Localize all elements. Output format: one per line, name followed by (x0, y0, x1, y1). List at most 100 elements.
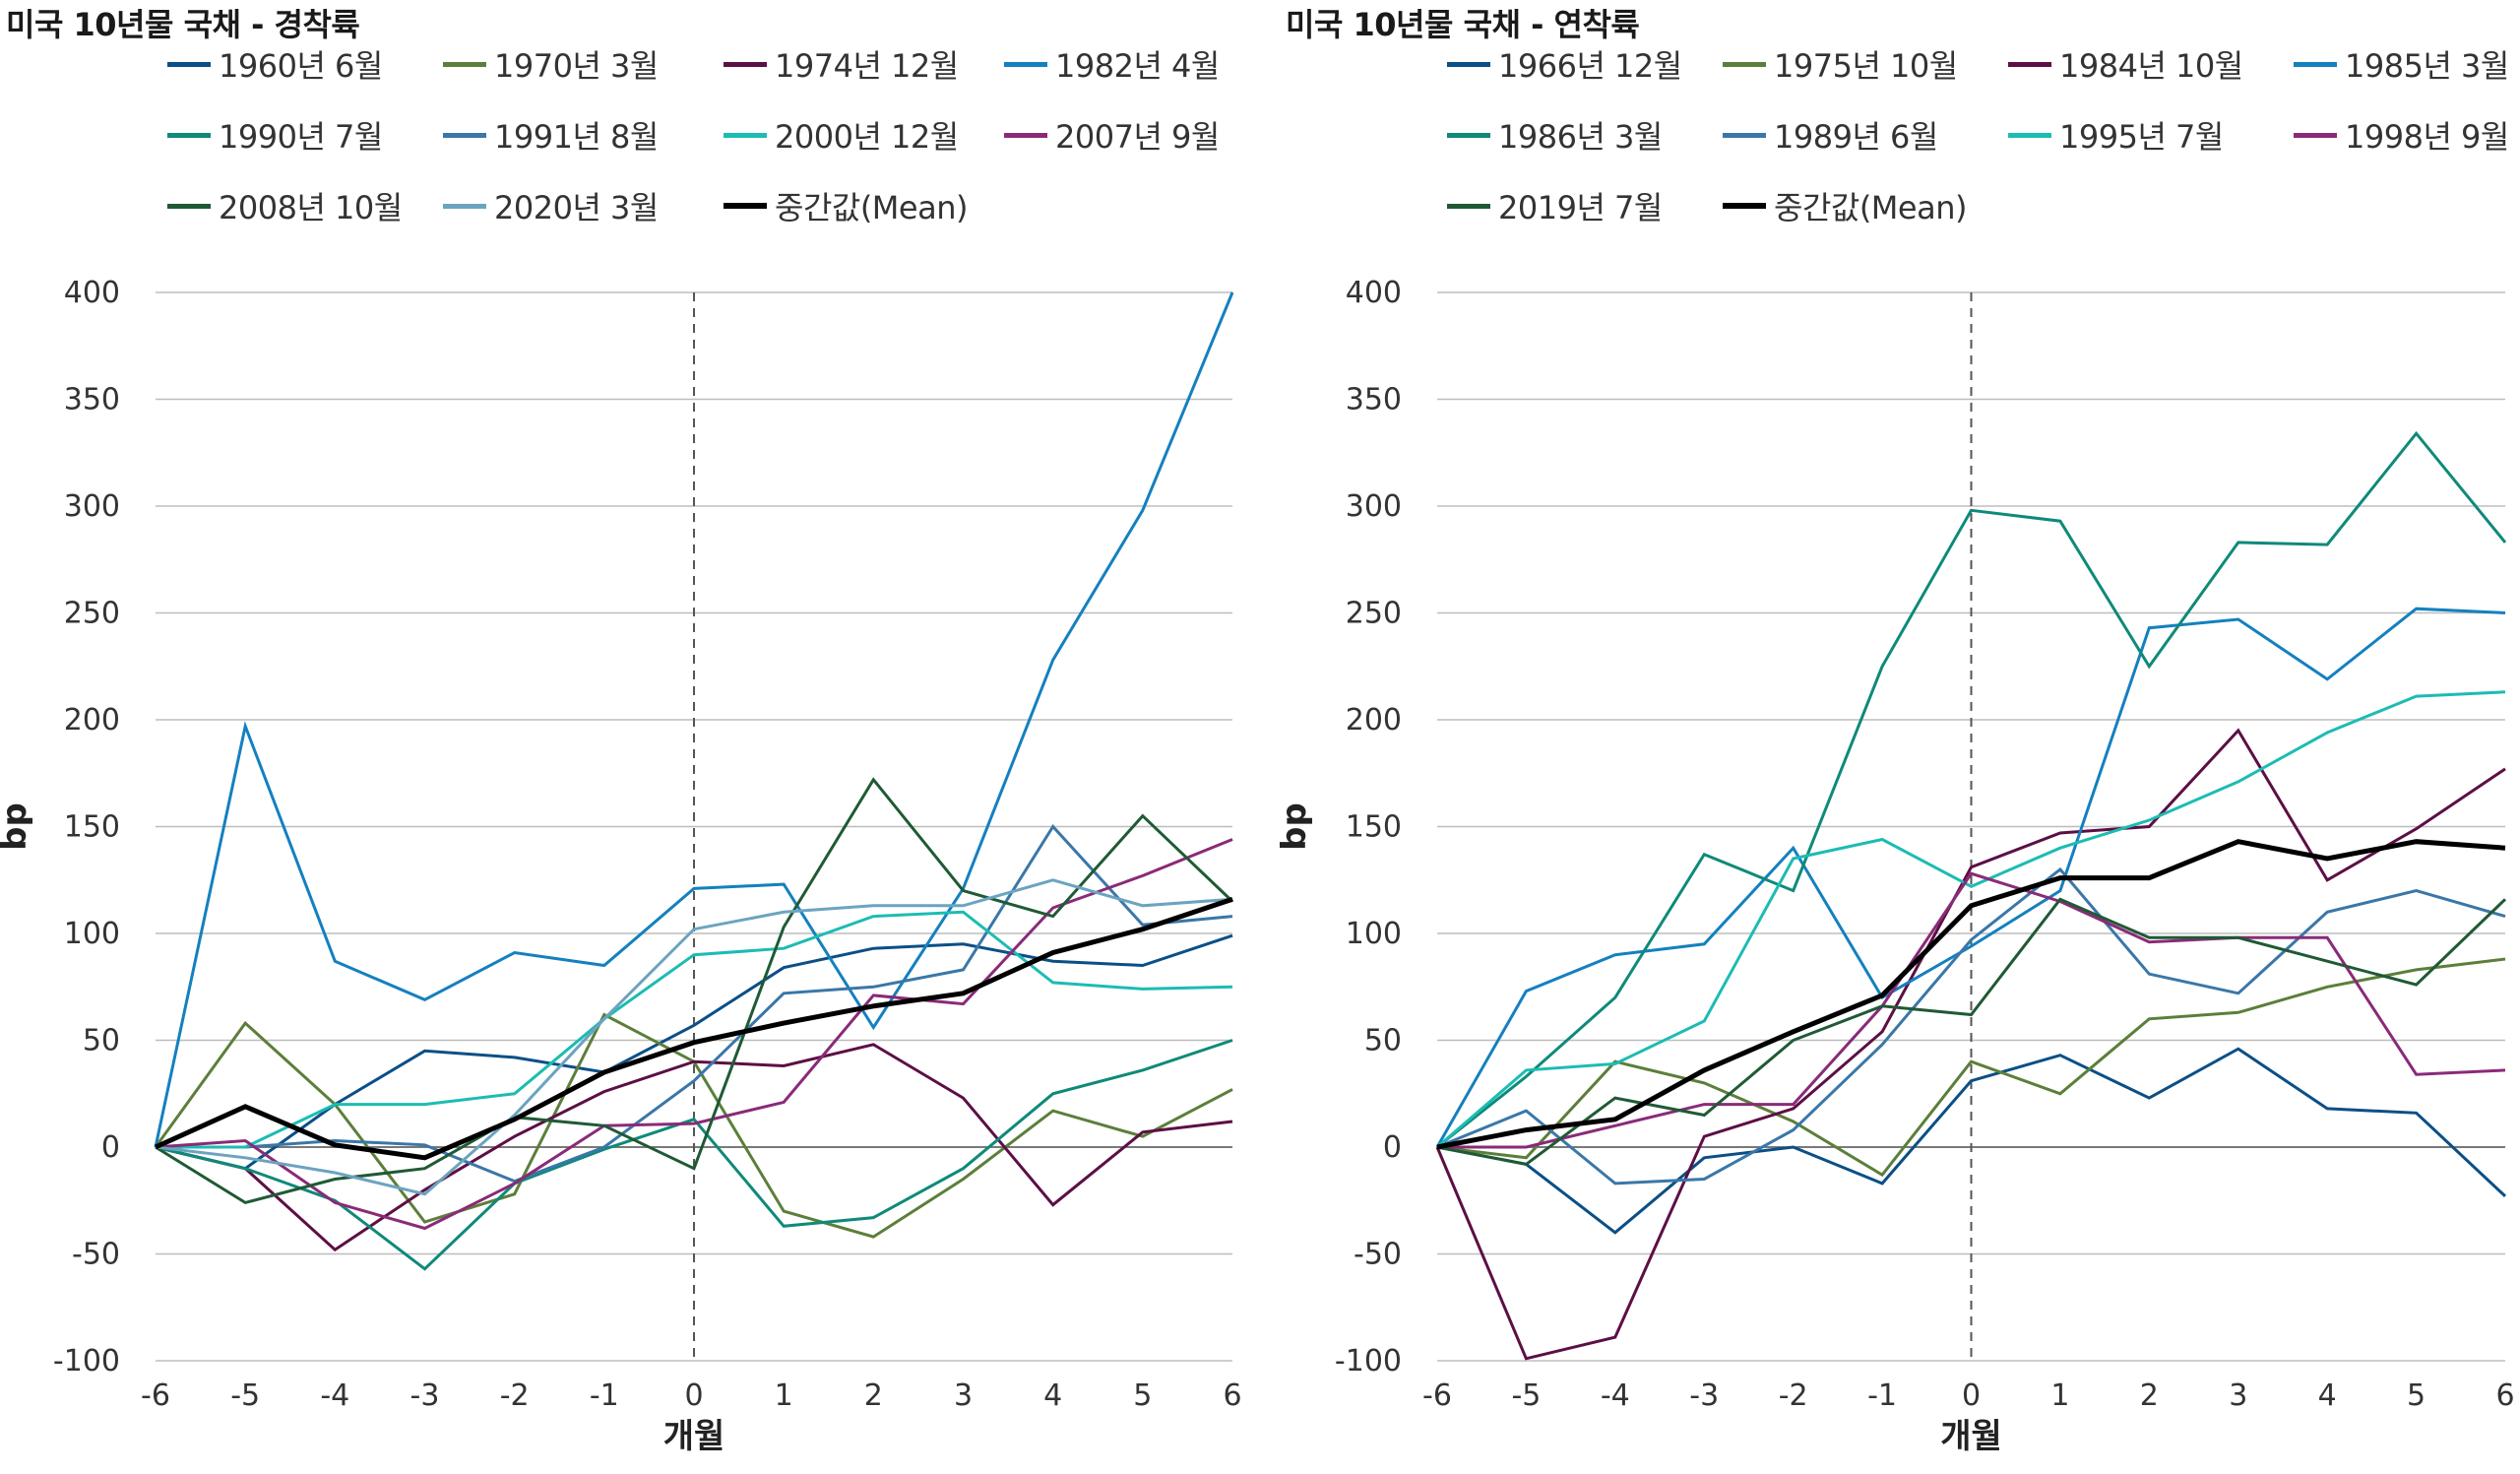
legend-swatch (167, 132, 211, 138)
legend-item: 1974년 12월 (724, 41, 959, 87)
legend-label: 2007년 9월 (1055, 118, 1220, 156)
x-tick-label: -4 (320, 1378, 349, 1413)
legend-label: 1975년 10월 (1774, 47, 1958, 85)
y-tick-label: 250 (64, 597, 120, 631)
legend-swatch (167, 203, 211, 209)
legend-label: 1970년 3월 (494, 47, 659, 85)
x-tick-label: -3 (410, 1378, 440, 1413)
y-tick-label: 350 (1346, 383, 1402, 417)
x-tick-label: 3 (2229, 1378, 2247, 1413)
legend-label: 1991년 8월 (494, 118, 659, 156)
legend-item: 2008년 10월 (167, 183, 403, 228)
x-tick-label: 0 (684, 1378, 703, 1413)
x-tick-label: -5 (230, 1378, 260, 1413)
x-tick-label: 4 (2318, 1378, 2337, 1413)
legend-item: 1985년 3월 (2294, 41, 2509, 87)
series-line (155, 878, 1233, 1196)
legend-swatch (1723, 61, 1766, 67)
legend-item: 1990년 7월 (167, 112, 383, 158)
legend-item: 1970년 3월 (443, 41, 659, 87)
legend-label: 1985년 3월 (2345, 47, 2509, 85)
series-line (155, 838, 1233, 1231)
y-tick-label: 400 (1346, 276, 1402, 310)
legend-label: 2008년 10월 (219, 189, 403, 226)
series-line (155, 1043, 1233, 1252)
legend-item: 1986년 3월 (1447, 112, 1663, 158)
legend-swatch (724, 132, 767, 138)
series-line (155, 777, 1234, 1205)
y-tick-label: 300 (64, 489, 120, 524)
y-tick-label: 150 (64, 810, 120, 845)
legend-swatch (443, 203, 486, 209)
legend-swatch (724, 203, 767, 209)
legend-item: 중간값(Mean) (1723, 183, 1967, 228)
series-line (154, 1012, 1233, 1239)
series-line (1436, 1047, 2507, 1235)
legend-swatch (2294, 61, 2337, 67)
y-tick-label: 200 (1346, 703, 1402, 737)
legend-item: 1966년 12월 (1447, 41, 1682, 87)
legend-item: 1998년 9월 (2294, 112, 2509, 158)
x-tick-label: -4 (1601, 1378, 1630, 1413)
legend-label: 2020년 3월 (494, 189, 659, 226)
legend-swatch (1004, 132, 1047, 138)
chart-title: 미국 10년물 국채 - 연착륙 (1286, 6, 1640, 43)
x-tick-label: 5 (2407, 1378, 2426, 1413)
legend-label: 1960년 6월 (219, 47, 383, 85)
legend-label: 2000년 12월 (775, 118, 959, 156)
y-tick-label: 200 (64, 703, 120, 737)
y-tick-label: 350 (64, 383, 120, 417)
y-tick-label: -100 (53, 1344, 120, 1378)
x-tick-label: -2 (1779, 1378, 1808, 1413)
legend-label: 1998년 9월 (2345, 118, 2509, 156)
legend-label: 1995년 7월 (2059, 118, 2224, 156)
y-axis-title: bp (0, 802, 34, 851)
y-tick-label: 250 (1346, 597, 1402, 631)
legend-swatch (443, 61, 486, 67)
legend-label: 1989년 6월 (1774, 118, 1938, 156)
y-tick-label: -50 (72, 1238, 120, 1272)
legend-swatch (1447, 132, 1490, 138)
x-tick-label: -6 (141, 1378, 170, 1413)
x-tick-label: -6 (1422, 1378, 1452, 1413)
y-tick-label: 0 (101, 1130, 120, 1165)
legend-swatch (167, 61, 211, 67)
x-tick-label: -1 (590, 1378, 619, 1413)
legend-item: 1984년 10월 (2008, 41, 2243, 87)
series-line (1435, 728, 2506, 1361)
legend-item: 1982년 4월 (1004, 41, 1220, 87)
y-tick-label: -50 (1354, 1238, 1402, 1272)
x-tick-label: 0 (1962, 1378, 1981, 1413)
y-axis-title: bp (1275, 802, 1314, 851)
legend-item: 1989년 6월 (1723, 112, 1938, 158)
legend-swatch (1004, 61, 1047, 67)
series-line (1436, 690, 2506, 1149)
x-tick-label: 1 (2050, 1378, 2069, 1413)
x-tick-label: 2 (864, 1378, 883, 1413)
x-tick-label: 3 (954, 1378, 973, 1413)
chart-title: 미국 10년물 국채 - 경착륙 (6, 6, 360, 43)
x-tick-label: 6 (2495, 1378, 2514, 1413)
x-tick-label: 4 (1043, 1378, 1062, 1413)
legend-label: 2019년 7월 (1498, 189, 1663, 226)
series-line (154, 896, 1233, 1161)
y-tick-label: 50 (83, 1024, 120, 1058)
legend-swatch (2008, 132, 2051, 138)
legend-swatch (1447, 61, 1490, 67)
legend-item: 2019년 7월 (1447, 183, 1663, 228)
y-tick-label: 100 (64, 917, 120, 951)
legend-item: 2000년 12월 (724, 112, 959, 158)
legend-swatch (1723, 203, 1766, 209)
series-line (155, 1039, 1233, 1271)
x-tick-label: -5 (1511, 1378, 1541, 1413)
legend-item: 2020년 3월 (443, 183, 659, 228)
y-tick-label: -100 (1335, 1344, 1402, 1378)
legend-label: 중간값(Mean) (775, 189, 968, 226)
y-tick-label: 400 (64, 276, 120, 310)
legend-item: 1995년 7월 (2008, 112, 2224, 158)
series-line (1435, 607, 2506, 1148)
legend-item: 2007년 9월 (1004, 112, 1220, 158)
legend-label: 1982년 4월 (1055, 47, 1220, 85)
series-line (1436, 957, 2506, 1178)
